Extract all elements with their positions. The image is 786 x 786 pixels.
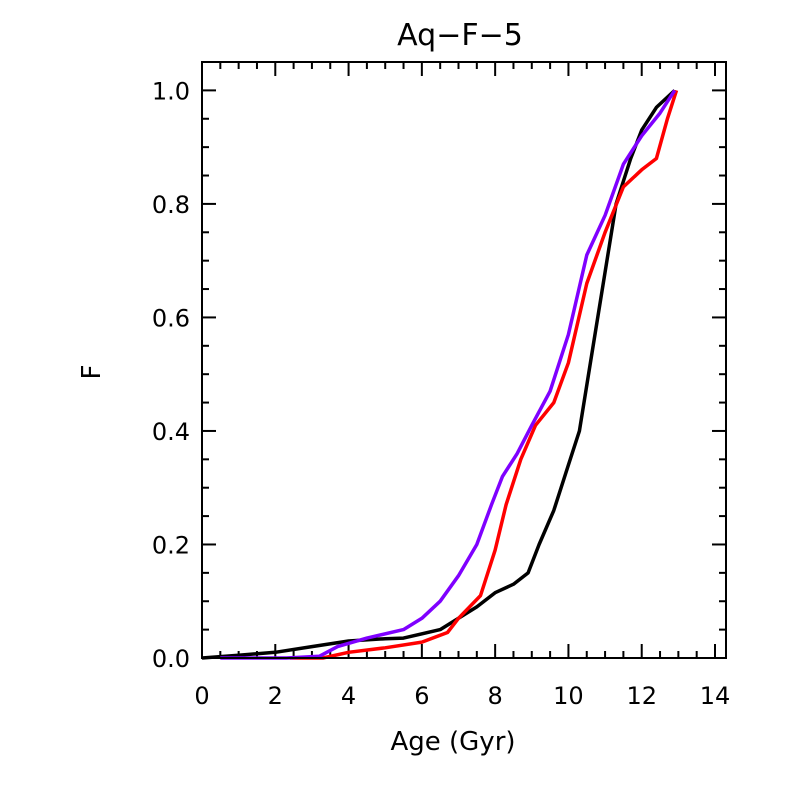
chart-title: Aq−F−5: [397, 18, 523, 53]
series-line-0: [201, 89, 676, 660]
series-line-2: [220, 89, 677, 660]
y-tick-label: 0.2: [152, 531, 190, 559]
x-tick-label: 4: [341, 682, 356, 710]
x-tick-label: 6: [414, 682, 429, 710]
x-tick-label: 8: [488, 682, 503, 710]
x-tick-label: 14: [700, 682, 731, 710]
x-axis-title: Age (Gyr): [390, 727, 515, 757]
y-tick-label: 0.6: [152, 304, 190, 332]
x-tick-label: 12: [626, 682, 657, 710]
x-tick-label: 2: [268, 682, 283, 710]
y-tick-label: 0.0: [152, 645, 190, 673]
y-tick-label: 0.4: [152, 418, 190, 446]
plot-frame: [201, 61, 727, 659]
x-tick-label: 10: [553, 682, 584, 710]
axis-ticks: 0 2 4 6 8 10 12 14 0.0 0.2 0.4 0.6 0.8 1.0: [152, 62, 730, 710]
y-tick-label: 0.8: [152, 191, 190, 219]
x-tick-label: 0: [194, 682, 209, 710]
y-tick-label: 1.0: [152, 77, 190, 105]
series-line-1: [289, 89, 679, 660]
series-group: [201, 89, 679, 660]
y-axis-title: F: [77, 365, 107, 380]
